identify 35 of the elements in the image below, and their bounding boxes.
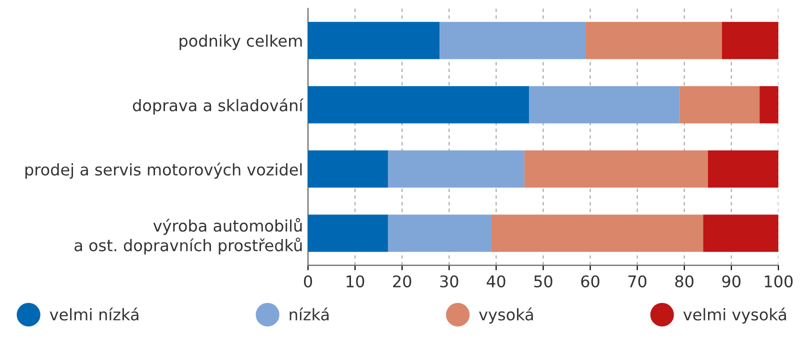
legend-label: velmi nízká xyxy=(50,308,138,321)
x-tick-label: 50 xyxy=(534,275,552,288)
x-tick-label: 80 xyxy=(675,275,694,288)
x-tick-label: 90 xyxy=(722,275,740,288)
bar xyxy=(491,214,704,252)
x-tick-label: 20 xyxy=(393,275,412,288)
bar xyxy=(308,86,530,124)
x-tick-label: 0 xyxy=(304,275,312,288)
x-tick-label: 70 xyxy=(628,275,646,288)
legend-label: velmi vysoká xyxy=(683,308,786,324)
bar xyxy=(708,150,778,188)
bar xyxy=(440,22,586,60)
bar xyxy=(308,150,388,188)
legend-label: vysoká xyxy=(479,308,533,324)
x-tick-label: 60 xyxy=(581,275,600,288)
bar xyxy=(524,150,708,188)
bar xyxy=(722,22,778,60)
bar xyxy=(703,214,778,252)
x-tick-label: 10 xyxy=(346,275,364,288)
bar xyxy=(388,150,524,188)
y-tick-label: prodej a servis motorových vozidel xyxy=(25,162,302,179)
legend-label: nízká xyxy=(290,308,329,321)
bar xyxy=(680,86,760,124)
y-tick-label: výroba automobilů a ost. dopravních prostředků xyxy=(74,218,302,254)
bar xyxy=(529,86,680,124)
bar xyxy=(760,86,778,124)
y-tick-label: podniky celkem xyxy=(180,34,302,50)
bar xyxy=(586,22,722,60)
y-tick-label: doprava a skladování xyxy=(132,98,304,114)
bar xyxy=(308,214,388,252)
x-tick-label: 40 xyxy=(486,275,506,288)
x-tick-label: 30 xyxy=(440,275,458,288)
bar xyxy=(388,214,492,252)
bar xyxy=(308,22,440,60)
x-tick-label: 100 xyxy=(764,275,793,288)
